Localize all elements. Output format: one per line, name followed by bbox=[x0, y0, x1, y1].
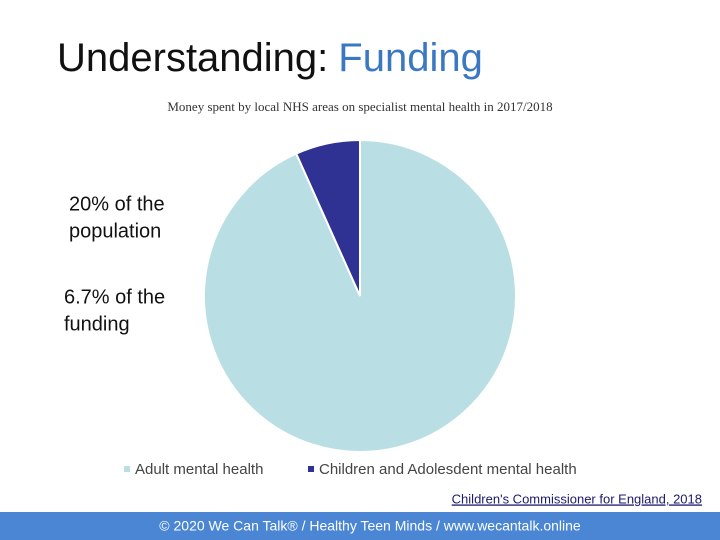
subtitle: Money spent by local NHS areas on specia… bbox=[167, 99, 552, 114]
legend-label: Children and Adolesdent mental health bbox=[319, 461, 577, 478]
annotation-text: funding bbox=[64, 313, 130, 335]
slide-title: Understanding: Funding bbox=[57, 36, 483, 80]
annotation-text: 6.7% of the bbox=[64, 286, 165, 308]
annotation-bg bbox=[65, 189, 191, 245]
legend: Adult mental health Children and Adolesde… bbox=[124, 461, 577, 478]
title-main: Understanding: bbox=[57, 36, 328, 80]
annotation-text: 20% of the bbox=[69, 193, 165, 215]
legend-swatch bbox=[308, 466, 314, 472]
footer-text: © 2020 We Can Talk® / Healthy Teen Minds… bbox=[159, 518, 581, 534]
legend-label: Adult mental health bbox=[135, 461, 263, 478]
source-link[interactable]: Children's Commissioner for England, 201… bbox=[452, 491, 702, 506]
pie-slice bbox=[294, 138, 361, 297]
annotations: 20% of the population 6.7% of the funding bbox=[60, 189, 191, 338]
annotation-text: population bbox=[69, 220, 161, 242]
title-highlight: Funding bbox=[338, 36, 483, 80]
footer-bar bbox=[0, 512, 720, 540]
legend-swatch bbox=[124, 466, 130, 472]
annotation-bg bbox=[60, 282, 186, 338]
pie bbox=[203, 138, 517, 453]
